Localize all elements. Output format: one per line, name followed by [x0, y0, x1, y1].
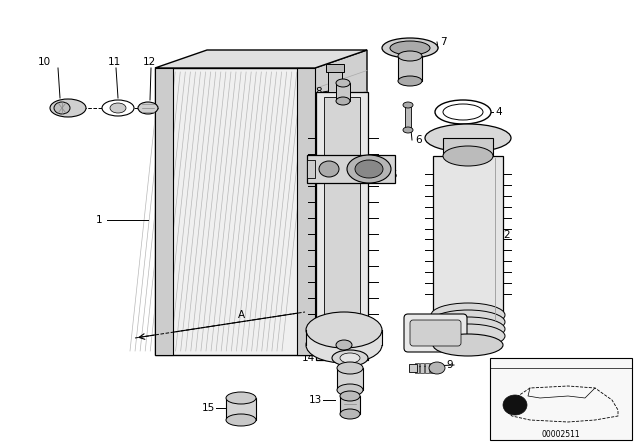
Bar: [425, 363, 429, 373]
Polygon shape: [315, 50, 367, 355]
Ellipse shape: [102, 100, 134, 116]
Ellipse shape: [306, 312, 382, 348]
Bar: [337, 368, 363, 390]
Ellipse shape: [390, 41, 430, 55]
Bar: [326, 64, 344, 72]
Bar: [316, 92, 368, 360]
Polygon shape: [155, 68, 315, 355]
Polygon shape: [155, 68, 173, 355]
Text: 3: 3: [465, 330, 472, 340]
Ellipse shape: [347, 155, 391, 183]
Bar: [226, 398, 256, 420]
Bar: [490, 358, 632, 440]
Bar: [420, 363, 424, 373]
Bar: [340, 396, 360, 414]
Bar: [405, 105, 411, 130]
Ellipse shape: [306, 327, 382, 363]
Ellipse shape: [50, 99, 86, 117]
Ellipse shape: [429, 362, 445, 374]
FancyBboxPatch shape: [410, 320, 461, 346]
Text: A: A: [238, 310, 245, 320]
Text: 00002511: 00002511: [541, 430, 580, 439]
Text: 2: 2: [503, 230, 509, 240]
Ellipse shape: [226, 414, 256, 426]
Ellipse shape: [431, 310, 505, 334]
Ellipse shape: [332, 350, 368, 366]
Text: 7: 7: [440, 37, 447, 47]
Text: 4: 4: [495, 107, 502, 117]
Text: 13: 13: [308, 395, 322, 405]
Text: 15: 15: [202, 403, 215, 413]
Ellipse shape: [431, 324, 505, 348]
Ellipse shape: [398, 51, 422, 61]
Text: 10: 10: [38, 57, 51, 67]
Polygon shape: [307, 155, 395, 183]
Bar: [336, 83, 350, 101]
Ellipse shape: [355, 160, 383, 178]
Bar: [324, 97, 360, 357]
Text: 1: 1: [96, 215, 102, 225]
Ellipse shape: [110, 103, 126, 113]
Bar: [415, 363, 419, 373]
Ellipse shape: [503, 395, 527, 415]
Polygon shape: [297, 68, 315, 355]
Polygon shape: [306, 330, 382, 345]
Text: 9: 9: [446, 360, 453, 370]
Polygon shape: [155, 50, 367, 68]
Text: 11: 11: [108, 57, 121, 67]
Ellipse shape: [443, 146, 493, 166]
Ellipse shape: [340, 391, 360, 401]
Bar: [433, 156, 503, 320]
Bar: [430, 363, 434, 373]
Ellipse shape: [226, 392, 256, 404]
Text: 6: 6: [415, 135, 422, 145]
Ellipse shape: [443, 104, 483, 120]
Ellipse shape: [398, 76, 422, 86]
Ellipse shape: [337, 362, 363, 374]
Text: 14: 14: [301, 353, 315, 363]
Ellipse shape: [431, 317, 505, 341]
Ellipse shape: [433, 334, 503, 356]
Text: 8: 8: [316, 87, 322, 97]
Text: 12: 12: [143, 57, 156, 67]
Ellipse shape: [337, 384, 363, 396]
Ellipse shape: [340, 409, 360, 419]
Ellipse shape: [138, 102, 158, 114]
Bar: [443, 138, 493, 156]
Ellipse shape: [403, 127, 413, 133]
Text: 5: 5: [390, 170, 397, 180]
FancyBboxPatch shape: [404, 314, 467, 352]
Ellipse shape: [319, 161, 339, 177]
Ellipse shape: [435, 100, 491, 124]
Ellipse shape: [382, 38, 438, 58]
Ellipse shape: [340, 353, 360, 363]
Bar: [307, 160, 315, 178]
Bar: [328, 70, 342, 92]
Bar: [409, 364, 417, 372]
Bar: [398, 56, 422, 81]
Ellipse shape: [336, 97, 350, 105]
Ellipse shape: [403, 102, 413, 108]
Ellipse shape: [431, 303, 505, 327]
Ellipse shape: [336, 340, 352, 350]
Ellipse shape: [336, 79, 350, 87]
Ellipse shape: [425, 124, 511, 152]
Ellipse shape: [54, 102, 70, 114]
